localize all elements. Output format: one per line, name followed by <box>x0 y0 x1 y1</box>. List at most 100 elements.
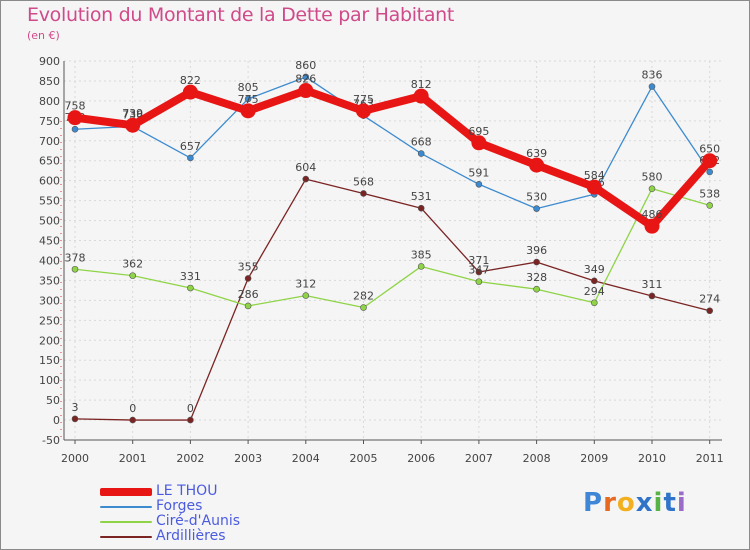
data-label: 650 <box>699 143 720 156</box>
data-point <box>356 103 371 119</box>
data-label: 0 <box>187 402 194 415</box>
data-point <box>417 150 425 157</box>
legend-item-cire-d-aunis: Ciré-d'Aunis <box>100 514 240 529</box>
data-label: 347 <box>468 264 489 277</box>
data-point <box>244 95 252 103</box>
data-label: 836 <box>642 69 663 82</box>
series-line <box>71 86 714 231</box>
data-point <box>648 83 656 90</box>
data-label: 362 <box>122 258 143 271</box>
data-label: 331 <box>180 270 201 283</box>
data-label: 584 <box>584 169 605 182</box>
data-point <box>129 272 136 279</box>
legend-label: Ciré-d'Aunis <box>156 513 241 529</box>
data-label: 311 <box>642 278 663 291</box>
data-point <box>71 415 79 423</box>
series-line <box>74 188 711 309</box>
y-tick-label: 700 <box>39 135 60 148</box>
y-tick-label: 650 <box>39 155 60 168</box>
data-point <box>125 117 141 133</box>
x-tick-label: 2006 <box>407 452 435 465</box>
data-label: 775 <box>353 93 374 106</box>
legend-label: LE THOU <box>156 483 218 499</box>
data-point <box>244 302 252 310</box>
data-label: 860 <box>295 59 316 72</box>
y-tick-label: 400 <box>39 254 60 267</box>
data-label: 371 <box>468 254 489 267</box>
data-point <box>648 185 656 192</box>
proxiti-logo: Proxiti <box>583 488 687 518</box>
x-tick-label: 2005 <box>350 452 378 465</box>
data-label: 531 <box>411 190 432 203</box>
x-tick-label: 2002 <box>176 452 204 465</box>
chart-title: Evolution du Montant de la Dette par Hab… <box>27 4 455 26</box>
data-point <box>590 299 598 307</box>
y-tick-label: 550 <box>39 195 60 208</box>
data-point <box>182 84 198 100</box>
y-tick-label: 750 <box>39 115 60 128</box>
data-label: 328 <box>526 271 547 284</box>
data-label: 668 <box>411 136 432 149</box>
logo-letter: o <box>616 488 636 518</box>
data-point <box>533 285 540 293</box>
logo-letter: t <box>663 488 677 518</box>
data-label: 378 <box>65 251 86 264</box>
data-point <box>302 175 310 183</box>
data-label: 530 <box>526 191 547 204</box>
data-point <box>187 154 194 162</box>
data-label: 486 <box>642 208 663 221</box>
x-tick-label: 2003 <box>234 452 262 465</box>
data-label: 604 <box>295 161 316 174</box>
legend-item-forges: Forges <box>100 499 240 514</box>
y-tick-label: 500 <box>39 215 60 228</box>
data-label: 294 <box>584 285 605 298</box>
data-label: 775 <box>238 93 259 106</box>
legend-item-ardillieres: Ardillières <box>100 529 240 544</box>
x-tick-label: 2011 <box>696 452 724 465</box>
data-point <box>240 103 256 119</box>
data-point <box>533 205 540 212</box>
data-label: 580 <box>642 171 663 184</box>
y-tick-label: 100 <box>39 374 60 387</box>
x-tick-label: 2000 <box>61 452 89 465</box>
y-tick-label: 150 <box>39 354 60 367</box>
legend-swatch <box>100 505 152 508</box>
data-point <box>648 292 656 300</box>
y-tick-label: 850 <box>39 75 60 88</box>
data-label: 538 <box>699 187 720 200</box>
data-point <box>302 292 310 299</box>
data-label: 695 <box>468 125 489 138</box>
data-label: 657 <box>180 140 201 153</box>
data-point <box>706 202 714 209</box>
x-tick-label: 2008 <box>523 452 551 465</box>
y-tick-label: 350 <box>39 274 60 287</box>
data-label: 355 <box>238 260 259 273</box>
data-label: 805 <box>238 81 259 94</box>
data-point <box>471 135 487 151</box>
data-point <box>706 168 714 176</box>
y-tick-label: 450 <box>39 235 60 248</box>
y-tick-label: 50 <box>46 394 60 407</box>
y-tick-label: 300 <box>39 294 60 307</box>
data-label: 396 <box>526 244 547 257</box>
x-tick-label: 2007 <box>465 452 493 465</box>
data-label: 385 <box>411 248 432 261</box>
data-label: 758 <box>65 100 86 113</box>
data-point <box>71 265 79 273</box>
data-label: 0 <box>129 402 136 415</box>
data-label: 822 <box>180 74 201 87</box>
data-point <box>67 110 83 126</box>
data-label: 591 <box>468 166 489 179</box>
data-point <box>360 304 367 311</box>
data-point <box>590 277 598 285</box>
data-label: 282 <box>353 290 374 303</box>
data-point <box>702 153 718 169</box>
series-line <box>74 76 711 210</box>
y-tick-label: 900 <box>39 55 60 68</box>
data-point <box>529 157 545 173</box>
data-label: 739 <box>122 107 143 120</box>
data-point <box>644 218 660 234</box>
x-tick-label: 2004 <box>292 452 320 465</box>
logo-letter: P <box>583 488 604 518</box>
